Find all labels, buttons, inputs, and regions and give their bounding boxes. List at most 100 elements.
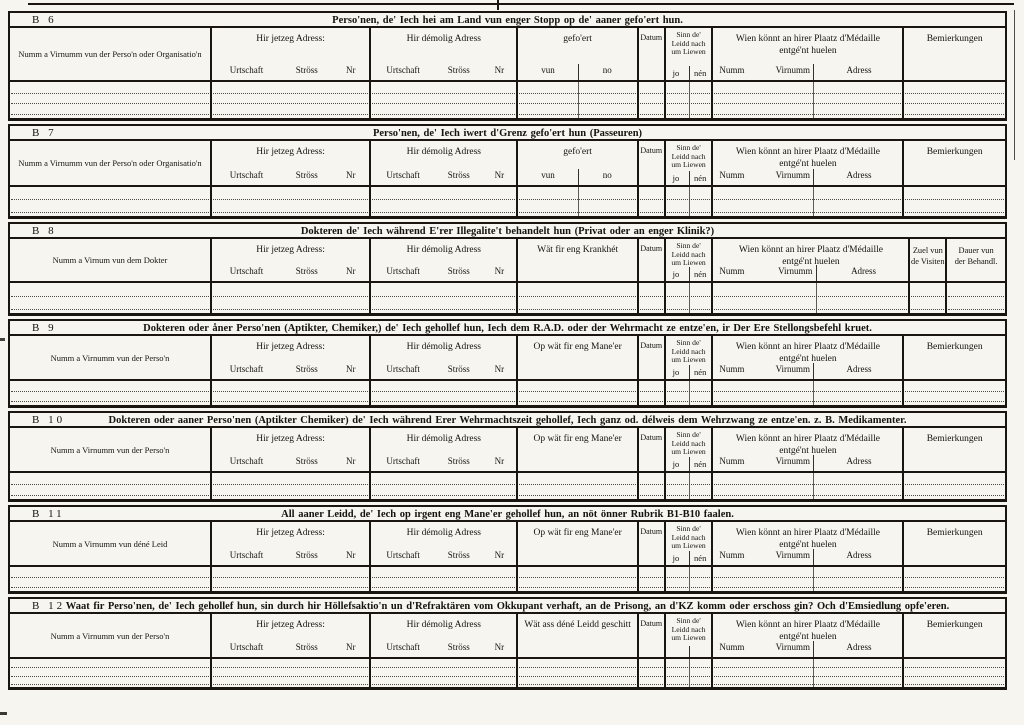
subheader-vun: vun [541, 65, 555, 75]
gefoert-subheaders: vun no [518, 170, 636, 180]
wien-subheaders: Numm Virnumm Adress [713, 266, 908, 276]
sub-divider-header [812, 549, 814, 565]
wien-label-line2: entgé'nt huelen [779, 632, 837, 643]
write-line [639, 391, 663, 392]
subheader-numm: Numm [719, 550, 745, 560]
wien-label: Wien könnt an hirer Plaatz d'Médaille ent… [713, 522, 902, 552]
section-id: B 10 [32, 414, 66, 426]
col-sinn-header: Sinn de' Leidd nach um Liewen jo nén [666, 428, 714, 471]
sinn-label-line: Sinn de' [676, 430, 701, 439]
data-row-area [10, 187, 1005, 216]
sub-divider-header [688, 66, 690, 80]
write-line [639, 667, 663, 668]
col-demolig-adress-cells [371, 567, 519, 591]
subheader-virnumm: Virnumm [775, 642, 811, 652]
write-line [714, 212, 902, 213]
col-dauer-behandl-cells [947, 283, 1005, 313]
col-datum-header: Datum [639, 28, 666, 80]
write-line [519, 684, 636, 685]
col-name-header: Numm a Virnumm vun der Perso'n oder Orga… [10, 28, 212, 80]
subheader-numm: Numm [719, 642, 745, 652]
wien-subheaders: Numm Virnumm Adress [713, 170, 902, 180]
jo-nen-subheaders: jo nén [666, 553, 712, 563]
subheader-stross: Ströss [295, 550, 318, 560]
col-jetzeg-adress-cells [212, 381, 372, 405]
write-line [714, 114, 902, 115]
jo-nen-subheaders: jo nén [666, 68, 712, 78]
section-id: B 6 [32, 14, 57, 26]
write-line [519, 577, 636, 578]
wien-subheaders: Numm Virnumm Adress [713, 642, 902, 652]
wien-label-line2: entgé'nt huelen [779, 354, 837, 365]
col-name-cells [10, 567, 212, 591]
col-sinn-cells [666, 283, 714, 313]
write-line [639, 199, 663, 200]
write-line [11, 401, 209, 402]
sinn-label-line: Leidd nach [671, 38, 706, 48]
sinn-label: Sinn de' Leidd nach um Liewen [666, 28, 712, 57]
zuel-visiten-label-line2: de Visiten [911, 256, 945, 266]
subheader-nr: Nr [494, 456, 505, 466]
adress-group-label: Hir démolig Adress [406, 342, 481, 352]
col-name-header: Numm a Virnumm vun déné Leid [10, 522, 212, 565]
col-datum-header: Datum [639, 239, 666, 281]
col-mid-cells [518, 283, 639, 313]
header-row: Numm a Virnumm vun der Perso'n oder Orga… [10, 28, 1005, 82]
section-b6: B 6 Perso'nen, de' Iech hei am Land vun e… [8, 11, 1007, 121]
write-line [11, 212, 209, 213]
sub-divider [577, 187, 579, 216]
section-b11: B 11 All aaner Leidd, de' Iech op irgent … [8, 505, 1007, 594]
bemierkungen-label: Bemierkungen [926, 528, 983, 538]
write-line [639, 296, 663, 297]
write-line [11, 93, 209, 94]
wien-subheaders: Numm Virnumm Adress [713, 456, 902, 466]
sub-divider [688, 187, 690, 216]
jo-nen-subheaders: jo nén [666, 269, 712, 279]
write-line [11, 103, 209, 104]
jo-nen-subheaders: jo nén [666, 367, 712, 377]
wien-label-line1: Wien könnt an hirer Plaatz d'Médaille [735, 342, 880, 352]
subheader-stross: Ströss [447, 266, 470, 276]
wien-subheaders: Numm Virnumm Adress [713, 550, 902, 560]
col-bemierkungen-header: Bemierkungen [904, 522, 1004, 565]
write-line [212, 684, 369, 685]
sub-divider [812, 659, 814, 687]
name-column-label: Numm a Virnumm vun der Perso'n [50, 444, 170, 455]
write-line [212, 484, 369, 485]
scan-artifact-tick [497, 0, 499, 10]
sinn-label-line: Leidd nach [671, 346, 706, 356]
sinn-label-line: um Liewen [671, 47, 706, 56]
sinn-label-line: Sinn de' [676, 143, 701, 152]
subheader-stross: Ströss [447, 170, 470, 180]
sub-divider-header [812, 641, 814, 657]
col-wien-cells [713, 283, 911, 313]
section-b9: B 9 Dokteren oder åner Perso'nen (Aptikte… [8, 319, 1007, 408]
subheader-stross: Ströss [295, 266, 318, 276]
adress-group-label: Hir jetzeg Adress: [256, 434, 325, 444]
write-line [372, 676, 516, 677]
write-line [11, 587, 209, 588]
subheader-stross: Ströss [295, 170, 318, 180]
col-mid-header: Op wät fir eng Mane'er [518, 336, 639, 379]
write-line [714, 391, 902, 392]
gefoert-label: gefo'ert [563, 34, 592, 44]
bemierkungen-label: Bemierkungen [926, 342, 983, 352]
col-name-cells [10, 659, 212, 687]
col-bemierkungen-cells [904, 659, 1004, 687]
write-line [714, 587, 902, 588]
wien-label: Wien könnt an hirer Plaatz d'Médaille ent… [713, 428, 902, 458]
write-line [714, 577, 902, 578]
mid-column-label: Op wät fir eng Mane'er [533, 342, 622, 352]
data-row-area [10, 381, 1005, 405]
write-line [372, 296, 516, 297]
mid-column-label: Op wät fir eng Mane'er [533, 434, 622, 444]
name-column-label: Numm a Virnum vun dem Dokter [52, 255, 168, 265]
wien-label-line1: Wien könnt an hirer Plaatz d'Médaille [735, 434, 880, 444]
col-demolig-adress-cells [371, 187, 519, 216]
subheader-adress: Adress [846, 364, 872, 374]
section-title-row: B 11 All aaner Leidd, de' Iech op irgent … [10, 507, 1005, 522]
adress-group-label: Hir jetzeg Adress: [256, 245, 325, 255]
write-line [714, 495, 902, 496]
col-demolig-adress-header: Hir démolig Adress Urtschaft Ströss Nr [371, 614, 519, 657]
mid-column-label: Wät ass déné Leidd geschitt [524, 620, 631, 630]
